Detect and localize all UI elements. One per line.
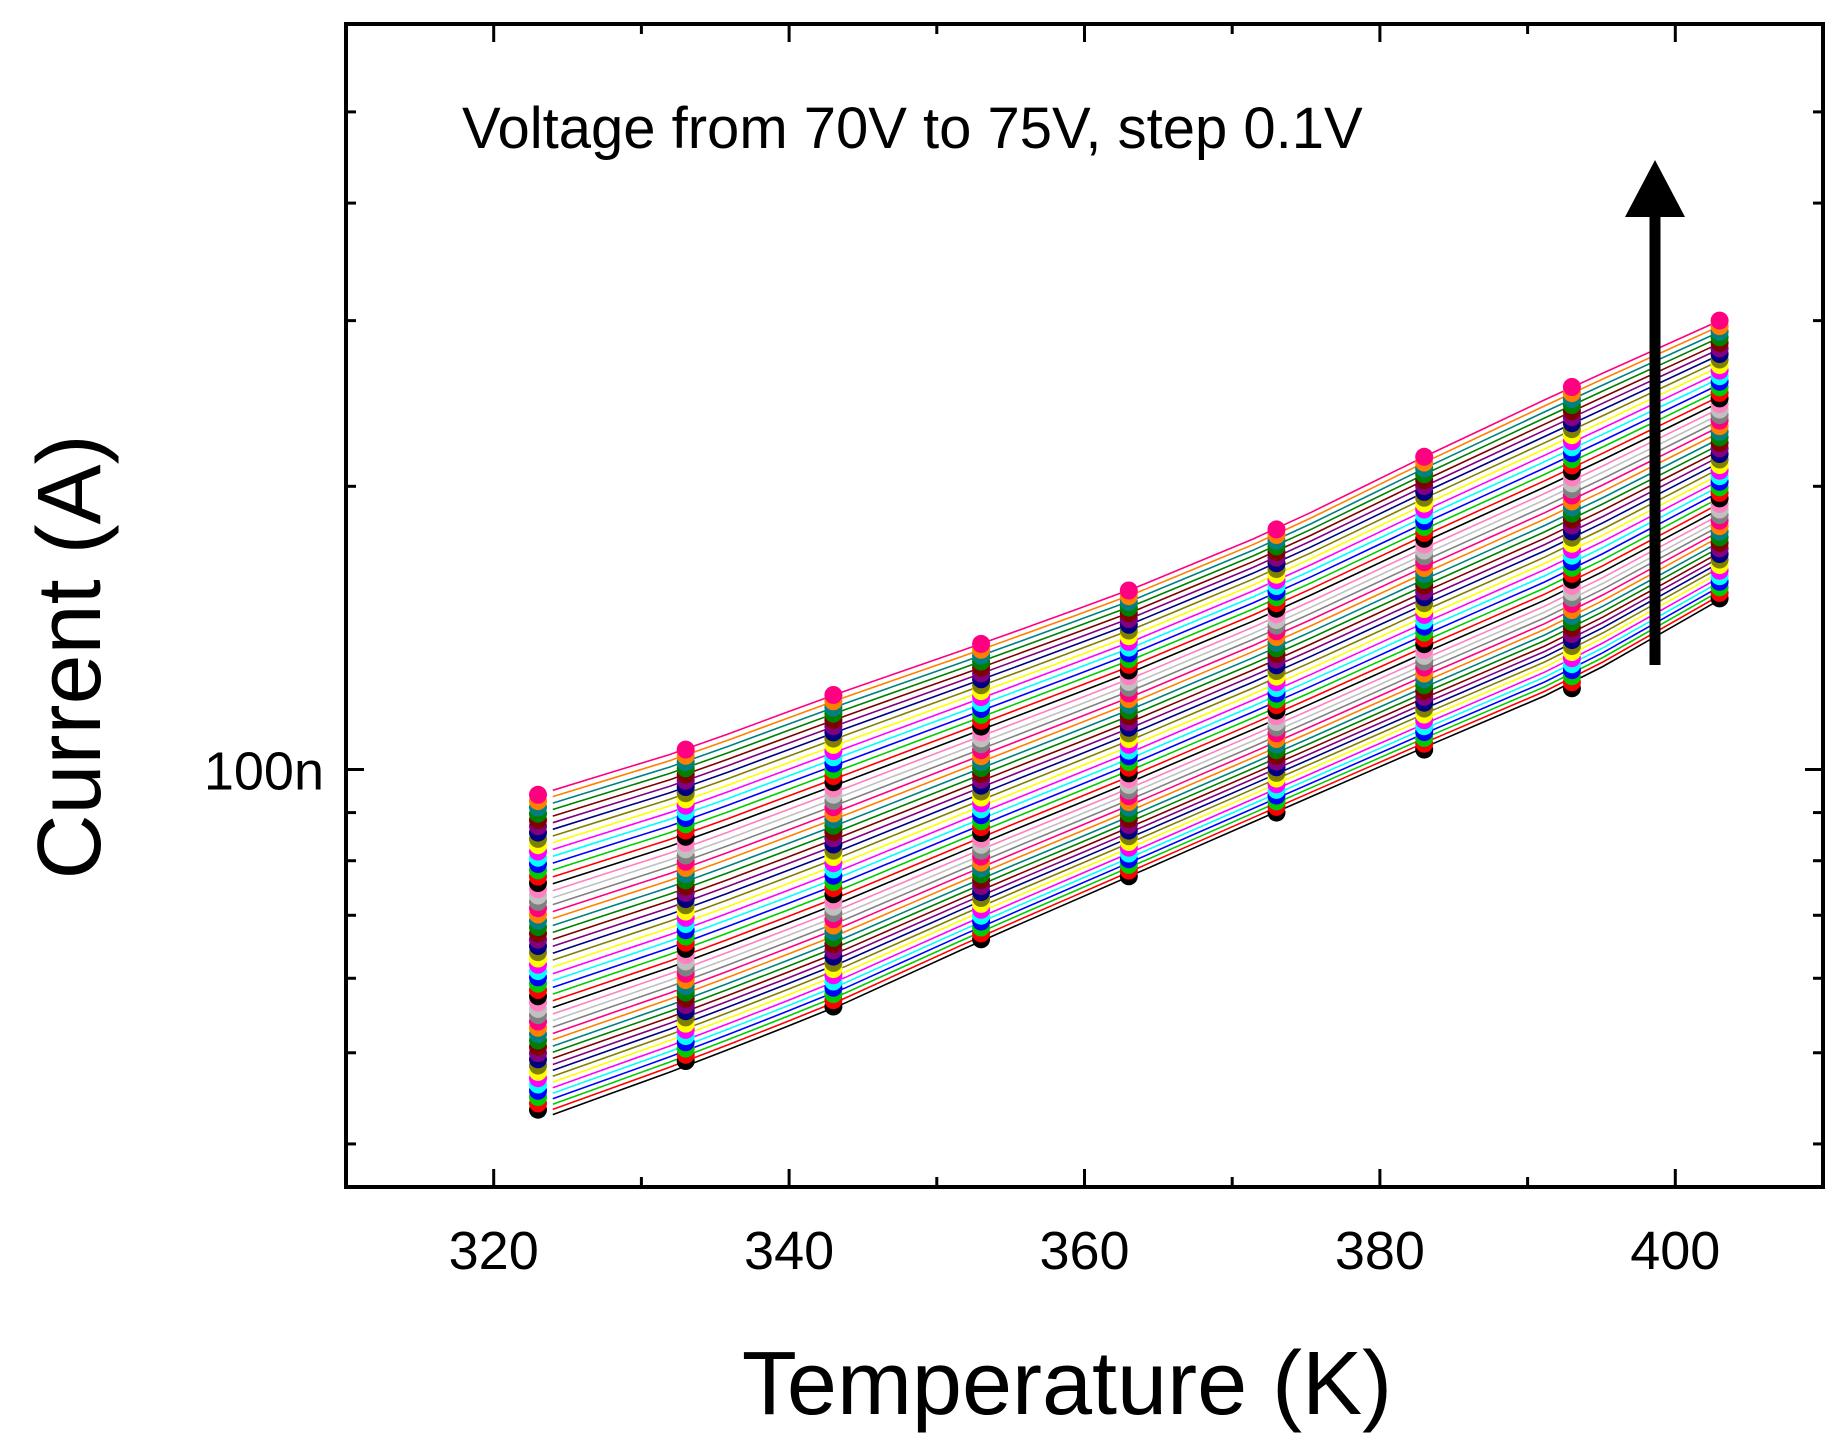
x-tick-label-400: 400 xyxy=(1630,1221,1720,1281)
voltage-annotation: Voltage from 70V to 75V, step 0.1V xyxy=(462,96,1363,161)
data-point-series-51-x383 xyxy=(1415,447,1434,466)
data-point-series-51-x323 xyxy=(529,785,547,804)
data-point-series-51-x333 xyxy=(676,740,695,759)
x-tick-label-320: 320 xyxy=(449,1221,539,1281)
axes-layer: 320 340 360 380 400 100n xyxy=(204,22,1825,1281)
voltage-arrow xyxy=(1625,160,1685,665)
y-tick-label-0: 100n xyxy=(204,742,324,802)
x-tick-label-380: 380 xyxy=(1335,1221,1425,1281)
data-point-series-51-x363 xyxy=(1119,581,1138,600)
x-axis-title: Temperature (K) xyxy=(742,1334,1392,1434)
data-point-series-51-x403 xyxy=(1710,311,1729,330)
labels-layer: Voltage from 70V to 75V, step 0.1V Tempe… xyxy=(20,96,1392,1434)
data-points-layer xyxy=(529,311,1729,1119)
plot-frame xyxy=(344,22,1825,1189)
data-point-series-51-x373 xyxy=(1267,520,1286,539)
data-point-series-51-x393 xyxy=(1562,378,1581,396)
data-point-series-51-x343 xyxy=(824,686,843,704)
y-axis-title: Current (A) xyxy=(20,434,120,879)
x-tick-label-340: 340 xyxy=(744,1221,834,1281)
arrow-up-icon xyxy=(1625,160,1685,217)
x-tick-label-360: 360 xyxy=(1039,1221,1129,1281)
data-point-series-51-x353 xyxy=(972,634,991,653)
